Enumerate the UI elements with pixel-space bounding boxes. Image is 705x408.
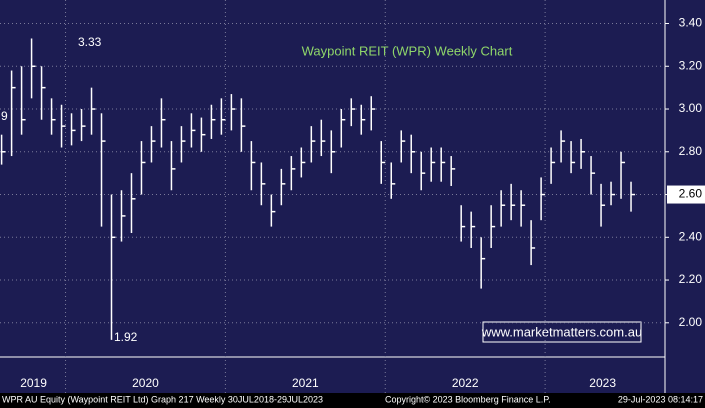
watermark: www.marketmatters.com.au [481, 324, 642, 339]
last-price-box [667, 185, 705, 204]
x-tick-label: 2020 [132, 376, 159, 390]
footer-date: 29-Jul-2023 08:14:17 [618, 394, 703, 404]
x-axis-area [0, 357, 665, 393]
last-price-label: 2.60 [679, 187, 703, 201]
y-tick-label: 3.40 [679, 16, 703, 30]
annotation: 1.92 [114, 330, 138, 344]
x-tick-label: 2023 [589, 376, 616, 390]
footer-left: WPR AU Equity (Waypoint REIT Ltd) Graph … [2, 394, 323, 404]
y-tick-label: 2.20 [679, 272, 703, 286]
watermark-box [482, 321, 642, 343]
annotation: 9 [1, 109, 8, 123]
y-tick-label: 3.20 [679, 58, 703, 72]
y-tick-label: 2.80 [679, 144, 703, 158]
y-tick-label: 3.00 [679, 101, 703, 115]
y-tick-label: 2.40 [679, 229, 703, 243]
y-tick-label: 2.00 [679, 315, 703, 329]
annotation: 3.33 [78, 35, 102, 49]
chart-title: Waypoint REIT (WPR) Weekly Chart [302, 43, 513, 58]
x-tick-label: 2022 [452, 376, 479, 390]
x-tick-label: 2019 [20, 376, 47, 390]
footer-copyright: Copyright© 2023 Bloomberg Finance L.P. [385, 394, 551, 404]
x-tick-label: 2021 [292, 376, 319, 390]
